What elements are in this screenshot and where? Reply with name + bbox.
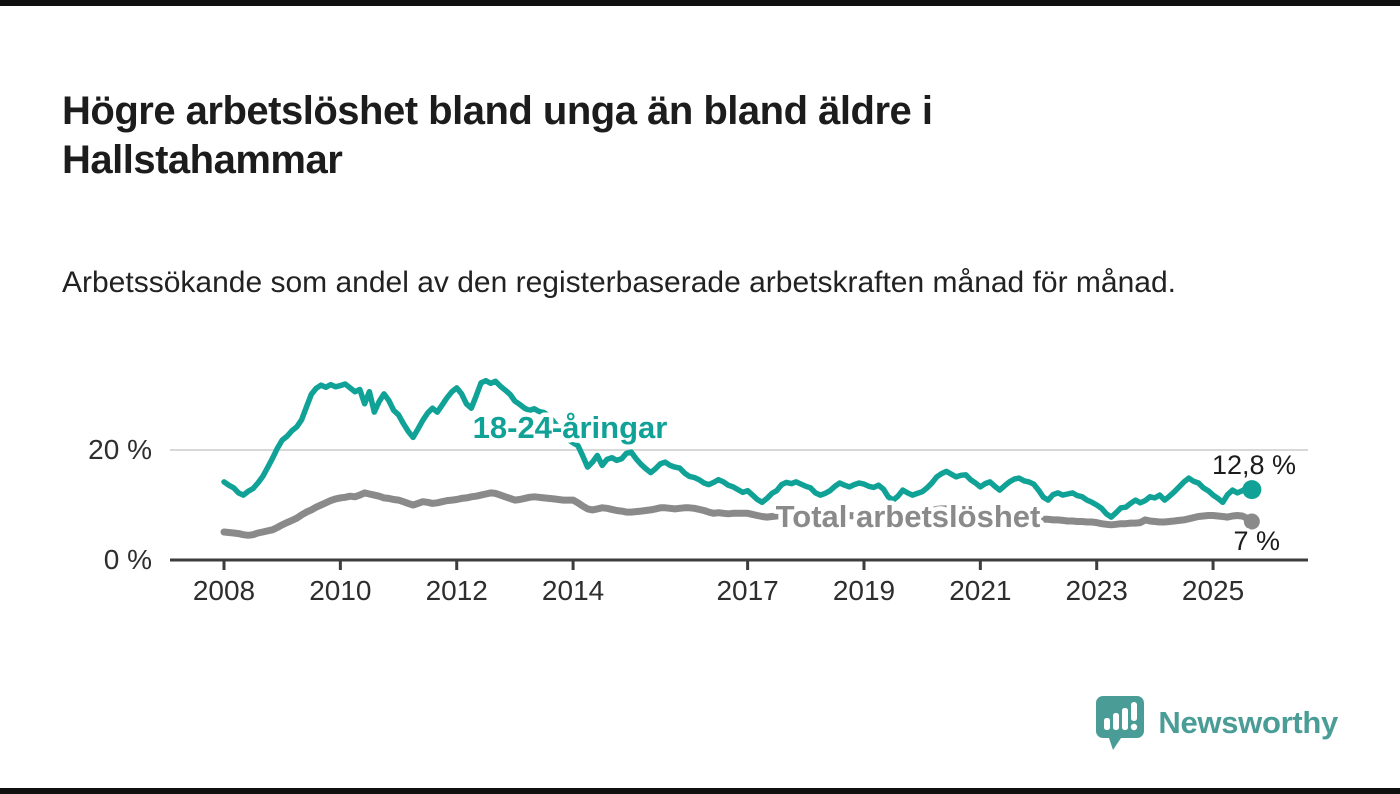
end-label-youth: 12,8 % [1212, 450, 1296, 480]
logo-exclamation-bar [1131, 702, 1138, 721]
x-tick-label-2023: 2023 [1066, 575, 1128, 606]
top-border-bar [0, 0, 1400, 6]
end-dot-youth [1242, 480, 1262, 500]
brand-name: Newsworthy [1158, 705, 1338, 740]
x-tick-label-2010: 2010 [309, 575, 371, 606]
series-line-youth [221, 377, 1255, 520]
series-label-youth: 18-24-åringar [473, 410, 668, 445]
y-tick-label-0: 0 % [104, 544, 152, 575]
x-tick-label-2017: 2017 [716, 575, 778, 606]
logo-bar-3 [1122, 708, 1129, 730]
newsworthy-speech-bubble-barchart-icon [1096, 696, 1145, 750]
logo-exclamation-dot [1131, 723, 1138, 731]
x-tick-label-2008: 2008 [193, 575, 255, 606]
logo-bar-2 [1113, 713, 1120, 730]
chart-subtitle: Arbetssökande som andel av den registerb… [62, 266, 1176, 299]
x-tick-label-2025: 2025 [1182, 575, 1244, 606]
bottom-border-bar [0, 788, 1400, 794]
y-tick-label-20: 20 % [88, 434, 152, 465]
end-label-total: 7 % [1233, 526, 1280, 556]
page-title: Högre arbetslöshet bland unga än bland ä… [62, 88, 933, 182]
newsworthy-brand: Newsworthy [1094, 692, 1338, 754]
x-tick-label-2019: 2019 [833, 575, 895, 606]
x-tick-label-2014: 2014 [542, 575, 604, 606]
end-dot-total [1243, 513, 1260, 530]
series-label-total: Total arbetslöshet [776, 499, 1041, 534]
logo-bar-1 [1104, 718, 1111, 730]
x-tick-label-2012: 2012 [426, 575, 488, 606]
series-line-total [220, 489, 1256, 539]
x-tick-label-2021: 2021 [949, 575, 1011, 606]
